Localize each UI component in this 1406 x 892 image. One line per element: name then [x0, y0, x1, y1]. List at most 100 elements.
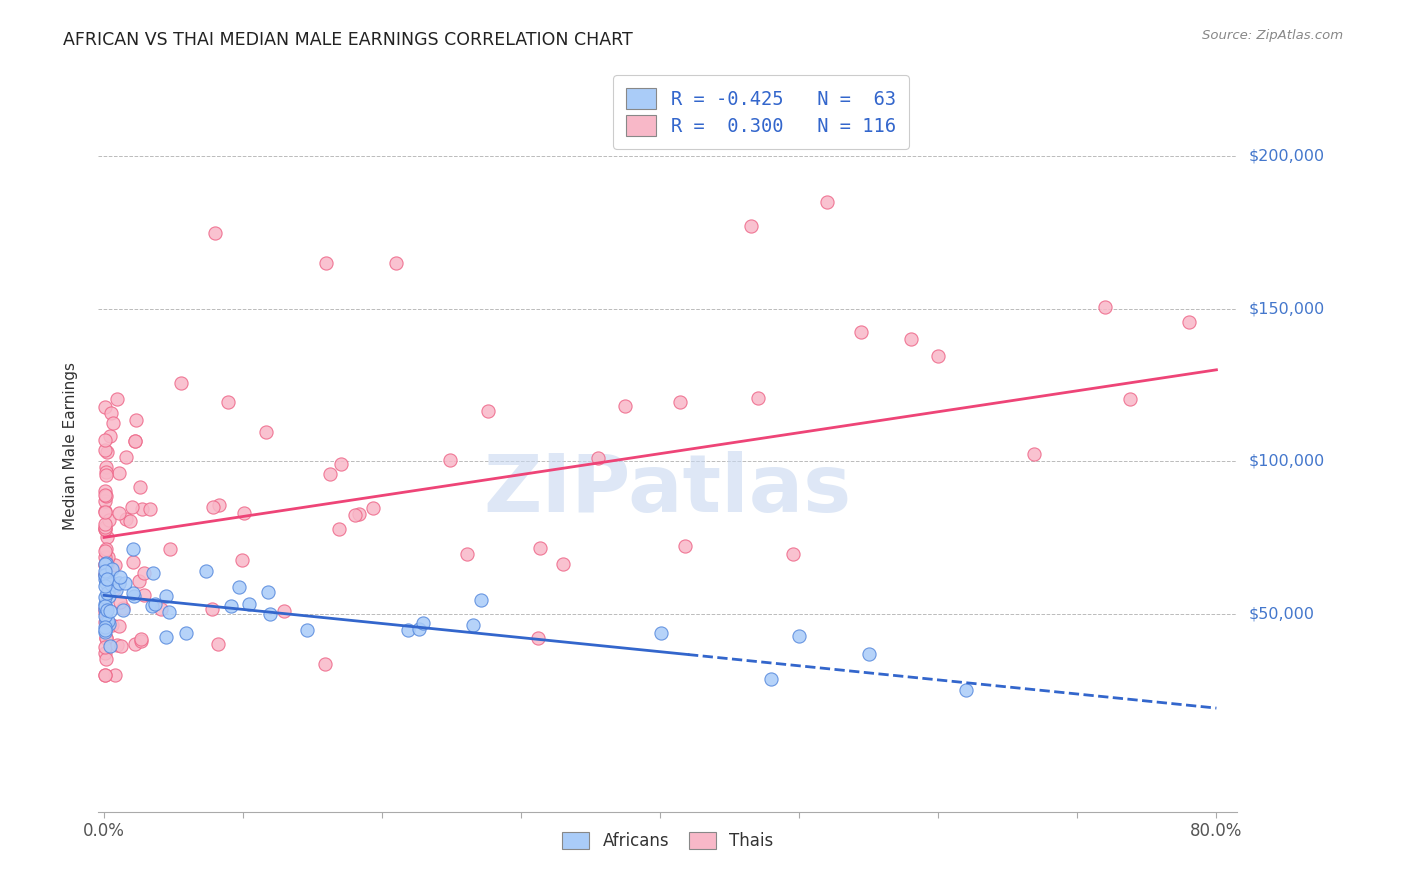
Point	[100, 405, 122, 419]
Point	[207, 636, 229, 650]
Point	[259, 607, 281, 622]
Point	[256, 584, 278, 599]
Point	[124, 434, 146, 448]
Point	[141, 599, 163, 614]
Y-axis label: Median Male Earnings: Median Male Earnings	[63, 362, 77, 530]
Point	[94, 601, 117, 615]
Point	[94, 605, 117, 619]
Point	[96, 586, 118, 600]
Point	[94, 520, 117, 534]
Point	[105, 392, 128, 406]
Point	[94, 494, 117, 508]
Point	[204, 226, 226, 240]
Point	[94, 640, 117, 654]
Point	[94, 631, 117, 645]
Point	[94, 623, 117, 637]
Point	[94, 488, 117, 502]
Point	[527, 631, 550, 645]
Point	[347, 507, 370, 521]
Point	[94, 400, 117, 414]
Point	[94, 443, 117, 458]
Point	[96, 631, 118, 645]
Point	[94, 516, 117, 531]
Point	[96, 573, 118, 587]
Point	[111, 603, 134, 617]
Point	[94, 433, 117, 447]
Point	[94, 620, 117, 634]
Point	[396, 623, 419, 637]
Point	[108, 619, 131, 633]
Point	[228, 580, 250, 594]
Point	[108, 575, 131, 590]
Point	[125, 413, 148, 427]
Point	[129, 634, 152, 648]
Point	[96, 615, 118, 629]
Point	[787, 629, 810, 643]
Point	[122, 555, 145, 569]
Point	[614, 400, 637, 414]
Point	[150, 602, 173, 616]
Point	[98, 639, 121, 653]
Point	[219, 599, 242, 614]
Point	[98, 616, 121, 631]
Point	[94, 568, 117, 582]
Point	[747, 392, 769, 406]
Point	[132, 566, 155, 580]
Point	[94, 572, 117, 586]
Point	[101, 618, 124, 632]
Point	[650, 626, 672, 640]
Point	[586, 450, 609, 465]
Point	[94, 652, 117, 666]
Point	[238, 597, 260, 611]
Point	[94, 597, 117, 611]
Point	[97, 615, 120, 629]
Text: AFRICAN VS THAI MEDIAN MALE EARNINGS CORRELATION CHART: AFRICAN VS THAI MEDIAN MALE EARNINGS COR…	[63, 31, 633, 49]
Point	[782, 547, 804, 561]
Text: Source: ZipAtlas.com: Source: ZipAtlas.com	[1202, 29, 1343, 42]
Point	[169, 376, 191, 390]
Legend: Africans, Thais: Africans, Thais	[554, 823, 782, 858]
Point	[343, 508, 366, 522]
Point	[157, 605, 180, 619]
Point	[114, 576, 136, 591]
Point	[124, 636, 146, 650]
Point	[101, 562, 124, 576]
Point	[96, 489, 118, 503]
Point	[849, 325, 872, 339]
Point	[155, 589, 177, 603]
Point	[124, 434, 146, 449]
Point	[142, 566, 165, 580]
Point	[122, 586, 145, 600]
Point	[815, 195, 838, 210]
Point	[104, 667, 127, 681]
Point	[97, 513, 120, 527]
Point	[231, 553, 253, 567]
Point	[477, 404, 499, 418]
Point	[101, 416, 124, 430]
Point	[94, 615, 117, 629]
Point	[761, 673, 783, 687]
Point	[97, 571, 120, 585]
Point	[129, 632, 152, 647]
Point	[94, 567, 117, 582]
Point	[200, 601, 222, 615]
Point	[110, 639, 132, 653]
Point	[673, 539, 696, 553]
Point	[108, 467, 131, 481]
Point	[1119, 392, 1142, 406]
Point	[96, 465, 118, 479]
Point	[412, 615, 434, 630]
Point	[94, 591, 117, 605]
Point	[94, 522, 117, 536]
Point	[100, 577, 122, 591]
Text: $150,000: $150,000	[1249, 301, 1324, 317]
Point	[96, 557, 118, 571]
Point	[94, 522, 117, 536]
Point	[115, 450, 138, 464]
Point	[94, 549, 117, 564]
Point	[439, 453, 461, 467]
Point	[96, 530, 118, 544]
Point	[97, 584, 120, 599]
Point	[97, 550, 120, 565]
Point	[94, 625, 117, 640]
